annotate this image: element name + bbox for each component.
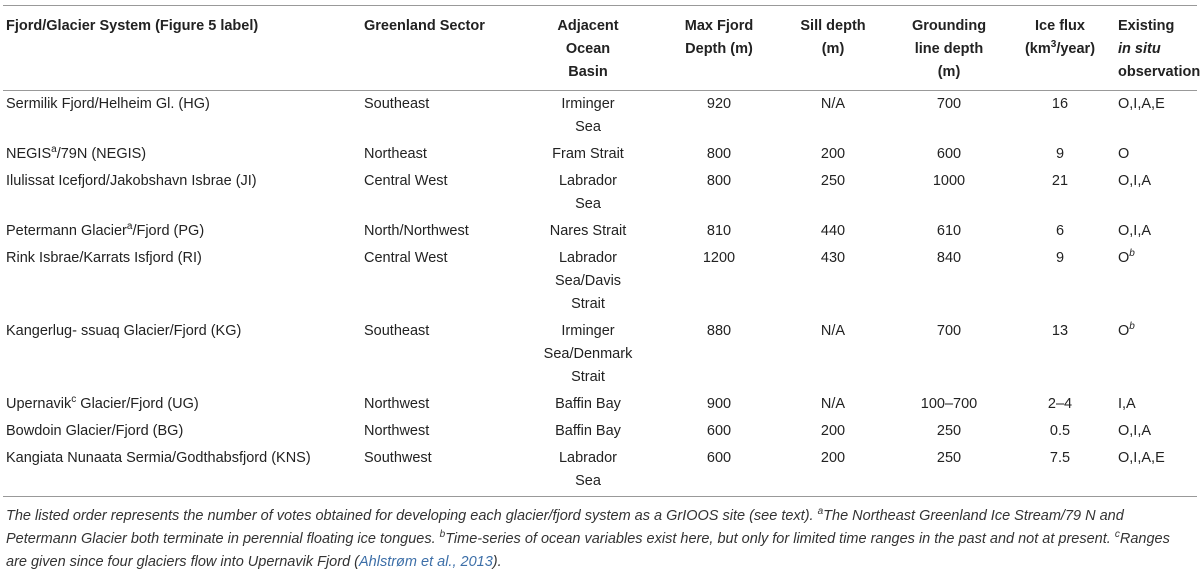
cell-ocean: Labrador Sea xyxy=(558,173,618,212)
cell-ocean: Labrador Sea xyxy=(516,445,660,497)
cell-observation: O,I,A xyxy=(1118,173,1152,189)
cell-system: Bowdoin Glacier/Fjord (BG) xyxy=(6,423,184,439)
cell-sill: N/A xyxy=(820,96,846,112)
cell-ocean: Baffin Bay xyxy=(555,423,621,439)
cell-observation: O,I,A,E xyxy=(1110,445,1197,497)
cell-grounding: 700 xyxy=(936,323,962,339)
cell-flux: 9 xyxy=(1055,146,1065,162)
cell-maxdepth: 600 xyxy=(706,423,732,439)
page: Fjord/Glacier System (Figure 5 label) Gr… xyxy=(0,5,1200,578)
cell-maxdepth: 1200 xyxy=(702,250,736,266)
cell-observation: I,A xyxy=(1118,396,1136,412)
cell-maxdepth: 880 xyxy=(706,323,732,339)
cell-flux: 21 xyxy=(1051,173,1069,189)
cell-grounding: 250 xyxy=(888,445,1010,497)
header-ocean: Adjacent Ocean Basin xyxy=(516,5,660,91)
cell-grounding: 600 xyxy=(936,146,962,162)
header-observation: Existing in situ observation xyxy=(1110,5,1200,91)
table-row: Kangiata Nunaata Sermia/Godthabsfjord (K… xyxy=(3,445,1197,497)
cell-grounding: 700 xyxy=(936,96,962,112)
table-row: NEGISa/79N (NEGIS) Northeast Fram Strait 80… xyxy=(3,141,1197,168)
cell-ocean: Irminger Sea xyxy=(561,96,615,135)
table-row: Bowdoin Glacier/Fjord (BG) Northwest Baffi… xyxy=(3,418,1197,445)
cell-grounding: 840 xyxy=(936,250,962,266)
cell-sill: 440 xyxy=(820,223,846,239)
header-sector: Greenland Sector xyxy=(364,5,516,91)
table-row: Petermann Glaciera/Fjord (PG) North/North… xyxy=(3,218,1197,245)
cell-sill: 250 xyxy=(820,173,846,189)
cell-system: Kangerlug- ssuaq Glacier/Fjord (KG) xyxy=(6,323,242,339)
cell-sill: N/A xyxy=(820,396,846,412)
cell-ocean: Labrador Sea/Davis Strait xyxy=(554,250,622,312)
table-row: Upernavikc Glacier/Fjord (UG) Northwest Ba… xyxy=(3,391,1197,418)
cell-sill: 200 xyxy=(820,423,846,439)
cell-observation: Ob xyxy=(1118,248,1135,266)
cell-ocean: Fram Strait xyxy=(552,146,624,162)
cell-ocean: Irminger Sea/Denmark Strait xyxy=(543,323,633,385)
glacier-table: Fjord/Glacier System (Figure 5 label) Gr… xyxy=(3,5,1200,497)
cell-flux: 9 xyxy=(1055,250,1065,266)
cell-flux: 7.5 xyxy=(1010,445,1110,497)
cell-flux: 6 xyxy=(1055,223,1065,239)
cell-observation: O,I,A xyxy=(1118,423,1152,439)
cell-flux: 16 xyxy=(1051,96,1069,112)
table-body: Sermilik Fjord/Helheim Gl. (HG) Southeast… xyxy=(3,91,1197,497)
table-row: Kangerlug- ssuaq Glacier/Fjord (KG) South… xyxy=(3,318,1197,391)
cell-observation: O,I,A xyxy=(1118,223,1152,239)
cell-flux: 0.5 xyxy=(1049,423,1071,439)
cell-system: Rink Isbrae/Karrats Isfjord (RI) xyxy=(6,250,202,266)
cell-maxdepth: 900 xyxy=(706,396,732,412)
cell-system: Sermilik Fjord/Helheim Gl. (HG) xyxy=(6,96,210,112)
citation-link[interactable]: Ahlstrøm et al., 2013 xyxy=(358,554,493,570)
table-row: Sermilik Fjord/Helheim Gl. (HG) Southeast… xyxy=(3,91,1197,142)
cell-sill: 430 xyxy=(820,250,846,266)
table-row: Ilulissat Icefjord/Jakobshavn Isbrae (JI… xyxy=(3,168,1197,218)
cell-sector: Central West xyxy=(364,250,448,266)
cell-observation: Ob xyxy=(1118,321,1135,339)
cell-sector: Southeast xyxy=(364,96,430,112)
cell-sector: Central West xyxy=(364,173,448,189)
table-header-row: Fjord/Glacier System (Figure 5 label) Gr… xyxy=(3,5,1200,91)
table-row: Rink Isbrae/Karrats Isfjord (RI) Central … xyxy=(3,245,1197,318)
header-grounding: Grounding line depth (m) xyxy=(888,5,1010,91)
cell-grounding: 610 xyxy=(936,223,962,239)
cell-sill: 200 xyxy=(820,146,846,162)
cell-sill: N/A xyxy=(820,323,846,339)
cell-system: Petermann Glaciera/Fjord (PG) xyxy=(6,221,205,239)
cell-observation: O xyxy=(1118,146,1130,162)
cell-maxdepth: 920 xyxy=(706,96,732,112)
cell-observation: O,I,A,E xyxy=(1118,96,1165,112)
cell-flux: 13 xyxy=(1051,323,1069,339)
cell-sector: Northeast xyxy=(364,146,427,162)
cell-system: Kangiata Nunaata Sermia/Godthabsfjord (K… xyxy=(3,445,364,497)
cell-maxdepth: 800 xyxy=(706,173,732,189)
cell-sector: Northwest xyxy=(364,396,430,412)
cell-grounding: 1000 xyxy=(932,173,966,189)
cell-sector: Southeast xyxy=(364,323,430,339)
cell-flux: 2–4 xyxy=(1047,396,1073,412)
cell-grounding: 250 xyxy=(936,423,962,439)
cell-system: Ilulissat Icefjord/Jakobshavn Isbrae (JI… xyxy=(6,173,257,189)
cell-sill: 200 xyxy=(778,445,888,497)
cell-sector: Southwest xyxy=(364,445,516,497)
cell-maxdepth: 600 xyxy=(660,445,778,497)
cell-grounding: 100–700 xyxy=(920,396,978,412)
cell-system: NEGISa/79N (NEGIS) xyxy=(6,144,147,162)
header-sill: Sill depth (m) xyxy=(778,5,888,91)
cell-maxdepth: 800 xyxy=(706,146,732,162)
cell-ocean: Baffin Bay xyxy=(555,396,621,412)
cell-sector: North/Northwest xyxy=(364,223,469,239)
header-flux: Ice flux (km3/year) xyxy=(1010,5,1110,91)
cell-sector: Northwest xyxy=(364,423,430,439)
table-footnote: The listed order represents the number o… xyxy=(6,506,1170,570)
cell-system: Upernavikc Glacier/Fjord (UG) xyxy=(6,394,199,412)
header-maxdepth: Max Fjord Depth (m) xyxy=(660,5,778,91)
cell-ocean: Nares Strait xyxy=(549,223,627,239)
cell-maxdepth: 810 xyxy=(706,223,732,239)
header-system: Fjord/Glacier System (Figure 5 label) xyxy=(3,5,364,91)
